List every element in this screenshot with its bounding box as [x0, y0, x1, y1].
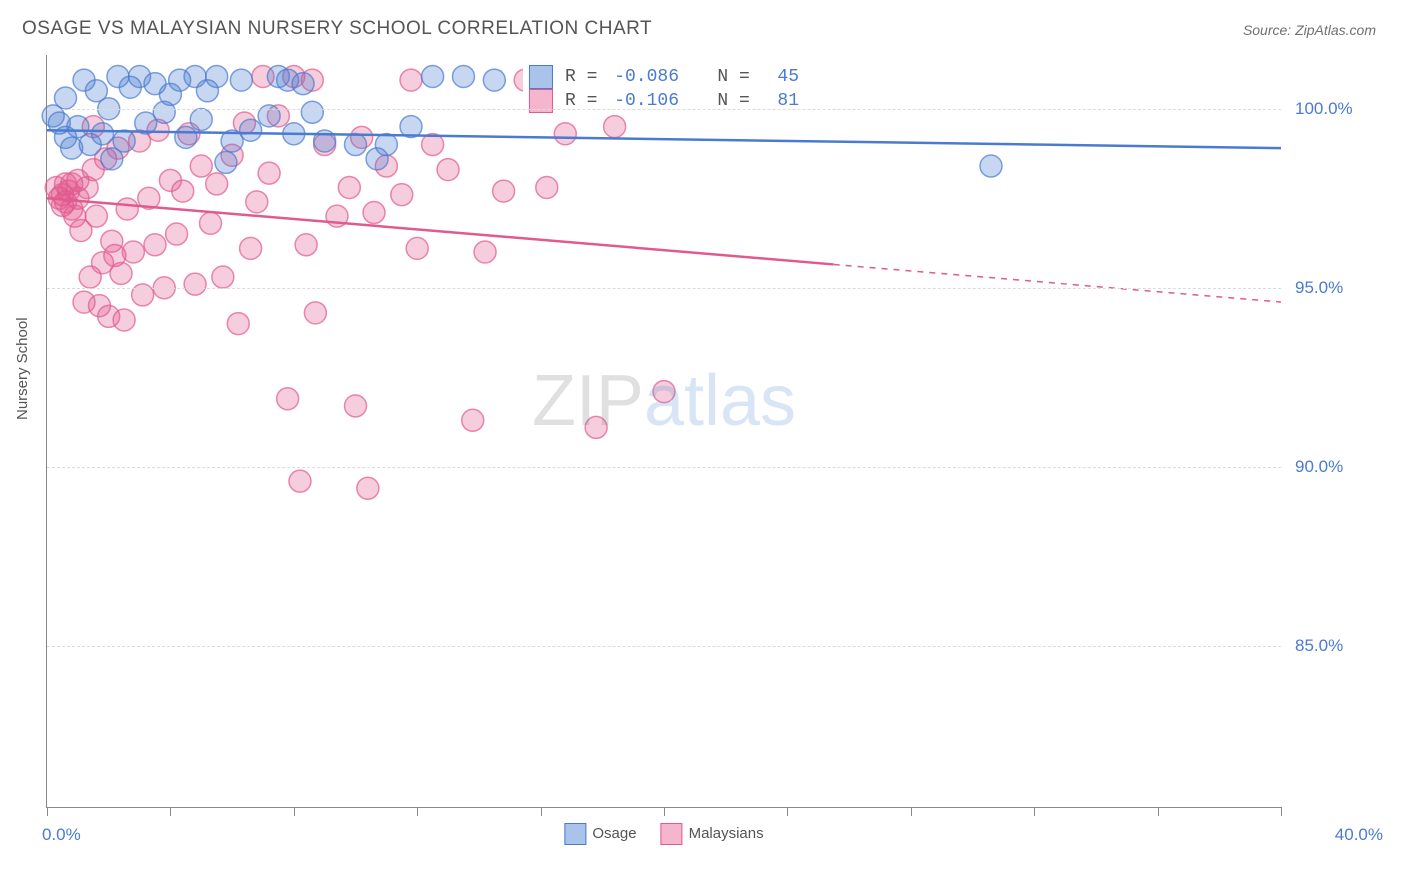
scatter-point: [474, 241, 496, 263]
x-tick: [417, 807, 418, 816]
scatter-point: [585, 416, 607, 438]
y-tick-label: 95.0%: [1295, 278, 1385, 298]
y-axis-label: Nursery School: [14, 317, 31, 420]
x-tick: [47, 807, 48, 816]
legend-item: Malaysians: [661, 823, 764, 845]
y-tick-label: 85.0%: [1295, 636, 1385, 656]
legend-swatch: [661, 823, 683, 845]
scatter-point: [301, 101, 323, 123]
scatter-point: [391, 184, 413, 206]
scatter-point: [175, 126, 197, 148]
x-tick-label-min: 0.0%: [42, 825, 81, 845]
scatter-point: [345, 134, 367, 156]
legend-label: Malaysians: [689, 825, 764, 842]
scatter-point: [536, 176, 558, 198]
chart-plot-area: ZIPatlas R = -0.086 N = 45R = -0.106 N =…: [46, 55, 1281, 808]
legend-swatch: [564, 823, 586, 845]
scatter-point: [289, 470, 311, 492]
gridline: [47, 109, 1281, 110]
chart-title: OSAGE VS MALAYSIAN NURSERY SCHOOL CORREL…: [22, 18, 652, 40]
scatter-point: [452, 65, 474, 87]
scatter-point: [422, 65, 444, 87]
scatter-point: [116, 198, 138, 220]
scatter-point: [110, 262, 132, 284]
trend-line-extrapolated: [834, 264, 1281, 302]
x-tick: [1158, 807, 1159, 816]
scatter-point: [554, 123, 576, 145]
legend-swatch: [529, 65, 553, 89]
scatter-point: [462, 409, 484, 431]
scatter-point: [375, 134, 397, 156]
scatter-point: [113, 309, 135, 331]
scatter-point: [184, 273, 206, 295]
scatter-point: [240, 237, 262, 259]
scatter-point: [190, 108, 212, 130]
scatter-point: [980, 155, 1002, 177]
scatter-point: [227, 313, 249, 335]
gridline: [47, 646, 1281, 647]
scatter-svg: [47, 55, 1281, 807]
stat-n-value: 45: [767, 67, 799, 87]
scatter-point: [357, 477, 379, 499]
gridline: [47, 467, 1281, 468]
scatter-point: [604, 116, 626, 138]
stat-r-value: -0.086: [614, 67, 679, 87]
source-label: Source: ZipAtlas.com: [1243, 22, 1376, 38]
x-tick: [541, 807, 542, 816]
scatter-point: [493, 180, 515, 202]
scatter-point: [295, 234, 317, 256]
x-tick: [170, 807, 171, 816]
scatter-point: [166, 223, 188, 245]
scatter-point: [246, 191, 268, 213]
scatter-point: [400, 69, 422, 91]
scatter-point: [206, 173, 228, 195]
y-tick-label: 90.0%: [1295, 457, 1385, 477]
scatter-point: [230, 69, 252, 91]
stat-r-label: R =: [565, 67, 608, 87]
scatter-point: [200, 212, 222, 234]
scatter-point: [653, 381, 675, 403]
scatter-point: [190, 155, 212, 177]
stats-legend: R = -0.086 N = 45R = -0.106 N = 81: [523, 63, 805, 115]
x-tick: [1034, 807, 1035, 816]
scatter-point: [113, 130, 135, 152]
scatter-point: [122, 241, 144, 263]
scatter-point: [92, 123, 114, 145]
x-tick: [787, 807, 788, 816]
x-tick-label-max: 40.0%: [1335, 825, 1383, 845]
scatter-point: [363, 202, 385, 224]
scatter-point: [215, 151, 237, 173]
y-tick-label: 100.0%: [1295, 99, 1385, 119]
scatter-point: [258, 162, 280, 184]
scatter-point: [85, 205, 107, 227]
x-tick: [664, 807, 665, 816]
scatter-point: [437, 159, 459, 181]
scatter-point: [292, 73, 314, 95]
scatter-point: [338, 176, 360, 198]
legend-label: Osage: [592, 825, 636, 842]
scatter-point: [277, 388, 299, 410]
x-tick: [1281, 807, 1282, 816]
scatter-point: [406, 237, 428, 259]
scatter-point: [483, 69, 505, 91]
stat-n-label: N =: [685, 67, 761, 87]
scatter-point: [304, 302, 326, 324]
x-tick: [911, 807, 912, 816]
scatter-point: [172, 180, 194, 202]
scatter-point: [345, 395, 367, 417]
scatter-point: [55, 87, 77, 109]
legend-item: Osage: [564, 823, 636, 845]
x-tick: [294, 807, 295, 816]
scatter-point: [144, 234, 166, 256]
trend-line: [47, 198, 834, 264]
scatter-point: [240, 119, 262, 141]
scatter-point: [212, 266, 234, 288]
series-legend: Osage Malaysians: [564, 823, 763, 845]
scatter-point: [206, 65, 228, 87]
gridline: [47, 288, 1281, 289]
stats-legend-row: R = -0.086 N = 45: [529, 65, 799, 89]
